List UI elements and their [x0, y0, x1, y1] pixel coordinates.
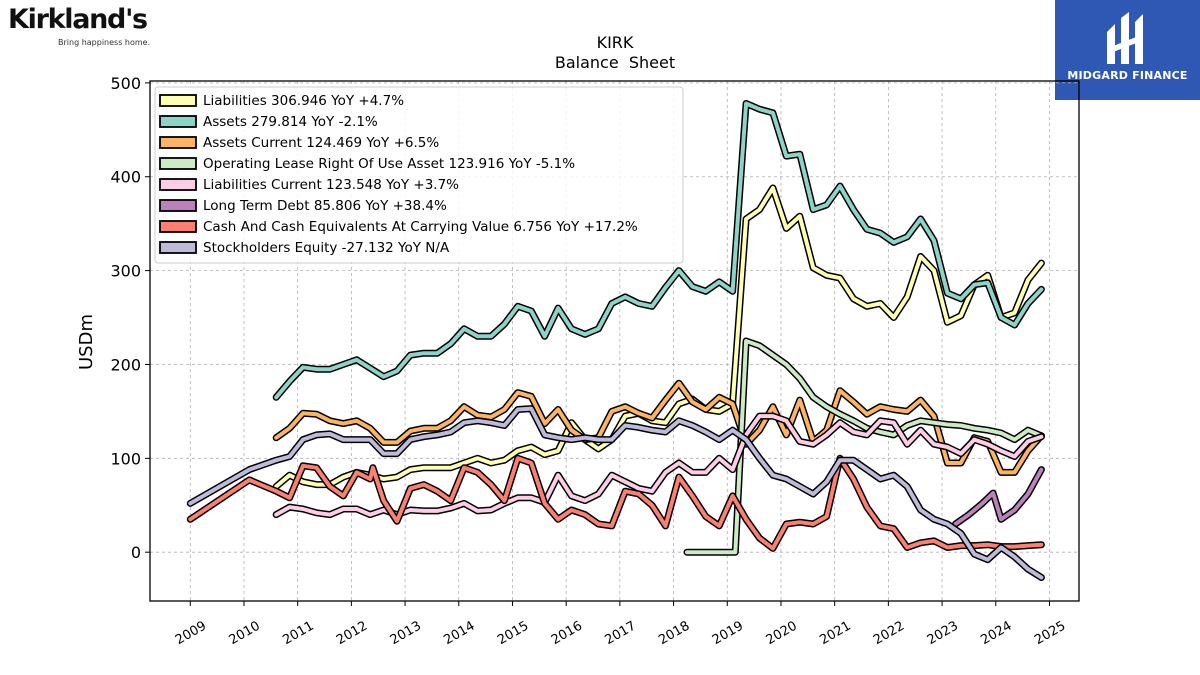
- legend-swatch: [159, 94, 197, 107]
- x-tick-label: 2023: [925, 619, 961, 649]
- series-line: [274, 101, 1044, 400]
- legend-swatch: [159, 220, 197, 233]
- legend-label: Assets Current 124.469 YoY +6.5%: [203, 135, 439, 151]
- kirklands-wordmark: Kirkland's: [8, 4, 148, 35]
- y-tick-label: 500: [110, 74, 141, 93]
- x-tick-label: 2011: [280, 619, 316, 649]
- x-tick-label: 2017: [603, 619, 639, 649]
- y-axis-label: USDm: [76, 314, 97, 370]
- legend-label: Assets 279.814 YoY -2.1%: [203, 114, 378, 130]
- x-tick-label: 2020: [764, 619, 800, 649]
- series-line: [188, 456, 1044, 551]
- x-tick-label: 2010: [227, 619, 263, 649]
- x-tick-label: 2019: [710, 619, 746, 649]
- x-tick-label: 2025: [1032, 619, 1068, 649]
- midgard-finance-name: MIDGARD FINANCE: [1067, 69, 1188, 82]
- series-line: [953, 467, 1044, 526]
- series-line: [188, 406, 1044, 580]
- logo-stroke-middle: [1121, 12, 1129, 64]
- legend: Liabilities 306.946 YoY +4.7% Assets 279.…: [154, 86, 684, 264]
- legend-label: Cash And Cash Equivalents At Carrying Va…: [203, 219, 638, 235]
- series-stockholders-equity: [186, 405, 1045, 581]
- legend-label: Long Term Debt 85.806 YoY +38.4%: [203, 198, 447, 214]
- legend-swatch: [159, 241, 197, 254]
- chart-title: KIRK: [597, 33, 634, 52]
- series-cash-and-cash-equivalents-at-carrying-value: [186, 454, 1045, 552]
- logo-crossbar: [1113, 36, 1139, 52]
- y-tick-label: 400: [110, 168, 141, 187]
- x-tick-label: 2009: [173, 619, 209, 649]
- x-tick-label: 2012: [334, 619, 370, 649]
- y-tick-label: 0: [131, 543, 141, 562]
- series-line: [274, 186, 1044, 489]
- legend-label: Stockholders Equity -27.132 YoY N/A: [203, 240, 450, 256]
- legend-swatch: [159, 199, 197, 212]
- series-assets-current: [272, 379, 1045, 476]
- legend-label: Liabilities Current 123.548 YoY +3.7%: [203, 177, 459, 193]
- x-tick-label: 2022: [871, 619, 907, 649]
- y-tick-label: 200: [110, 355, 141, 374]
- legend-box: [154, 86, 684, 264]
- legend-swatch: [159, 157, 197, 170]
- x-tick-label: 2013: [388, 619, 424, 649]
- x-tick-label: 2021: [817, 619, 853, 649]
- series-long-term-debt: [952, 466, 1045, 528]
- legend-swatch: [159, 178, 197, 191]
- series-line: [274, 381, 1044, 475]
- series-lines: [186, 100, 1045, 581]
- y-tick-label: 100: [110, 449, 141, 468]
- x-tick-label: 2016: [549, 619, 585, 649]
- legend-swatch: [159, 136, 197, 149]
- x-tick-label: 2014: [441, 619, 477, 649]
- kirklands-logo: Kirkland's Bring happiness home.: [8, 4, 168, 50]
- x-tick-label: 2018: [656, 619, 692, 649]
- plot-frame: [149, 80, 1080, 602]
- kirklands-tagline: Bring happiness home.: [58, 38, 151, 47]
- x-tick-label: 2015: [495, 619, 531, 649]
- legend-swatch: [159, 115, 197, 128]
- x-tick-label: 2024: [978, 619, 1014, 649]
- legend-label: Operating Lease Right Of Use Asset 123.9…: [203, 156, 575, 172]
- chart-subtitle: Balance Sheet: [555, 53, 675, 72]
- y-tick-label: 300: [110, 262, 141, 281]
- logo-stroke-left: [1107, 24, 1115, 64]
- series-assets: [272, 100, 1045, 401]
- series-liabilities: [272, 184, 1045, 490]
- legend-label: Liabilities 306.946 YoY +4.7%: [203, 93, 404, 109]
